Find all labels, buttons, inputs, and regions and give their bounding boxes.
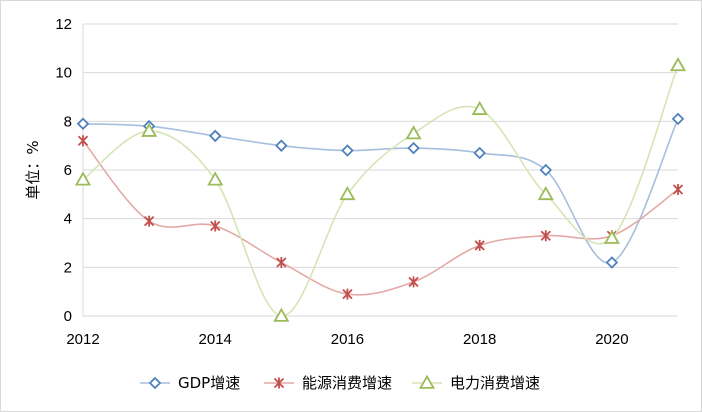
data-point <box>408 276 419 288</box>
y-tick-label: 2 <box>64 259 72 276</box>
data-point <box>474 239 485 251</box>
data-point <box>273 307 290 322</box>
data-point <box>210 220 221 232</box>
legend-label: 电力消费增速 <box>450 374 540 392</box>
legend-item: GDP增速 <box>140 374 240 392</box>
y-axis: 0 2 4 6 8 10 12 <box>55 16 84 325</box>
legend-label: GDP增速 <box>178 374 240 392</box>
series-2 <box>77 135 684 300</box>
y-axis-label: 单位：% <box>24 140 42 199</box>
series-layer <box>74 57 687 322</box>
series-line <box>82 118 679 264</box>
x-tick-label: 2018 <box>463 331 496 348</box>
x-tick-label: 2014 <box>199 331 232 348</box>
data-point <box>407 141 420 155</box>
data-point <box>605 256 619 269</box>
data-point <box>207 171 224 186</box>
legend-marker <box>273 377 285 389</box>
x-tick-label: 2012 <box>66 331 99 348</box>
data-point <box>539 163 553 177</box>
data-point <box>143 215 155 227</box>
grid-lines <box>83 23 678 317</box>
legend-marker <box>148 376 162 390</box>
legend: GDP增速 能源消费增速 电力消费增速 <box>140 374 540 392</box>
series-line <box>82 140 679 296</box>
series-3 <box>74 57 687 322</box>
data-point <box>540 230 551 242</box>
data-point <box>342 288 353 300</box>
y-tick-label: 10 <box>55 65 72 82</box>
legend-item: 电力消费增速 <box>412 374 540 392</box>
data-point <box>672 183 684 195</box>
series-line <box>82 65 679 317</box>
y-tick-label: 8 <box>64 113 72 130</box>
data-point <box>341 144 354 157</box>
data-point <box>471 100 488 115</box>
data-point <box>141 122 158 137</box>
series-1 <box>76 112 685 269</box>
data-point <box>275 139 288 152</box>
data-point <box>76 117 90 131</box>
legend-label: 能源消费增速 <box>302 374 392 392</box>
data-point <box>74 171 92 186</box>
y-tick-label: 0 <box>64 308 72 325</box>
data-point <box>473 146 486 160</box>
data-point <box>405 125 422 140</box>
data-point <box>671 112 685 126</box>
data-point <box>603 229 620 244</box>
data-point <box>537 186 554 201</box>
y-tick-label: 12 <box>55 16 72 33</box>
legend-item: 能源消费增速 <box>264 374 392 392</box>
x-tick-label: 2016 <box>331 331 364 348</box>
data-point <box>669 57 687 72</box>
y-tick-label: 4 <box>64 211 72 228</box>
data-point <box>276 256 287 268</box>
data-point <box>339 186 356 201</box>
data-point <box>77 135 89 147</box>
x-axis: 2012 2014 2016 2018 2020 <box>66 331 628 348</box>
y-tick-label: 6 <box>64 162 72 179</box>
x-tick-label: 2020 <box>595 331 628 348</box>
data-point <box>208 129 222 143</box>
legend-marker <box>418 374 436 389</box>
